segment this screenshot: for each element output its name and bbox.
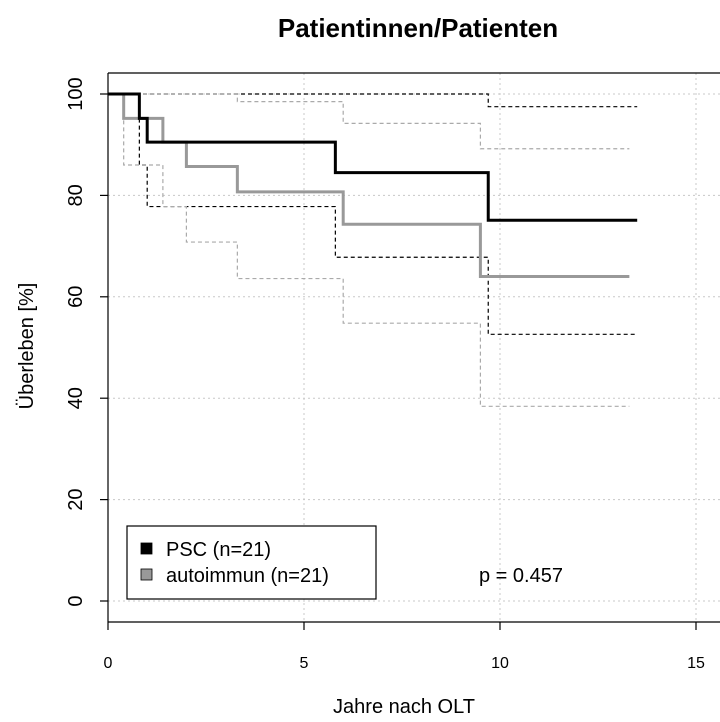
legend-entry: PSC (n=21) <box>166 539 271 561</box>
x-tick-label: 10 <box>491 655 509 672</box>
x-tick-label: 15 <box>687 655 705 672</box>
y-tick-label: 40 <box>65 387 87 409</box>
legend-swatch <box>140 542 153 555</box>
survival-line <box>108 92 638 222</box>
y-tick-label: 100 <box>65 77 87 110</box>
survival-line <box>108 92 630 279</box>
y-axis-label: Überleben [%] <box>16 283 38 410</box>
y-tick-label: 20 <box>65 488 87 510</box>
ci-lower-line <box>108 93 638 335</box>
ci-lower-line <box>108 93 630 407</box>
p-value-annotation: p = 0.457 <box>479 565 563 587</box>
legend-box <box>126 525 377 600</box>
ci-upper-line <box>108 93 630 150</box>
legend: PSC (n=21) autoimmun (n=21) <box>126 525 377 600</box>
axes: 0 5 10 15 0 20 40 60 80 100 <box>65 72 720 672</box>
x-tick-label: 5 <box>300 655 309 672</box>
ci-upper-line <box>108 93 638 108</box>
y-tick-label: 0 <box>65 595 87 606</box>
chart-title: Patientinnen/Patienten <box>278 13 558 43</box>
x-axis-label: Jahre nach OLT <box>333 696 475 718</box>
series-layer <box>108 92 638 407</box>
x-tick-label: 0 <box>104 655 113 672</box>
y-tick-label: 80 <box>65 184 87 206</box>
legend-entry: autoimmun (n=21) <box>166 565 329 587</box>
legend-swatch <box>140 568 153 581</box>
y-tick-label: 60 <box>65 286 87 308</box>
